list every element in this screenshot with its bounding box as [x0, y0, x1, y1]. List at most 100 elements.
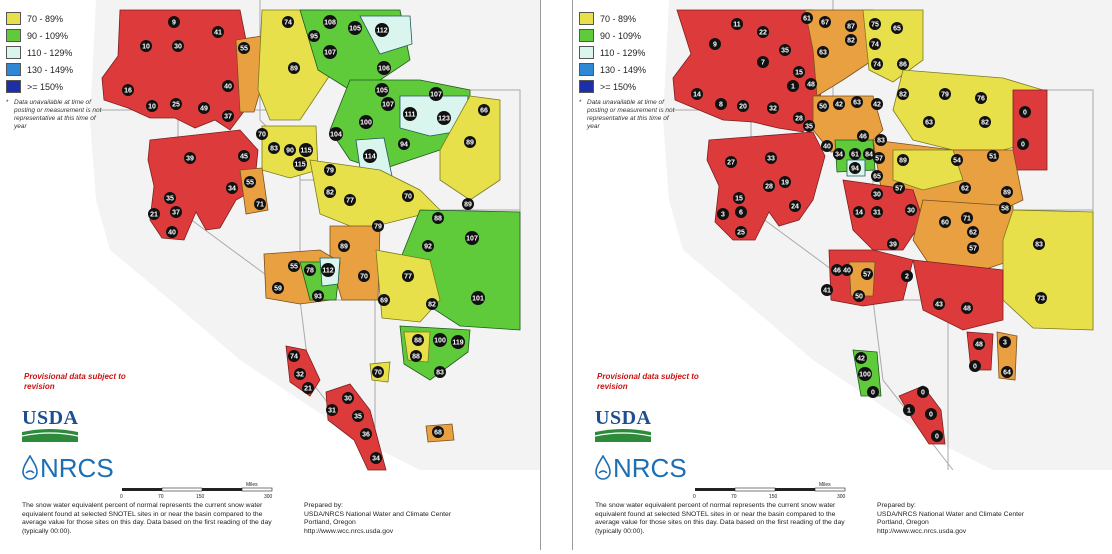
nrcs-logo-text: NRCS: [40, 453, 114, 483]
basin-label: 10: [140, 40, 152, 52]
basin-label-text: 19: [781, 179, 789, 186]
basin-label: 32: [767, 102, 779, 114]
basin-label: 107: [323, 45, 337, 59]
basin-label-badge: [1001, 186, 1013, 198]
basin-label: 105: [375, 83, 389, 97]
basin-label-badge: [170, 206, 182, 218]
basin-label-badge: [923, 116, 935, 128]
basin-label: 77: [402, 270, 414, 282]
basin-label: 100: [858, 367, 872, 381]
basin-label-text: 55: [240, 45, 248, 52]
basin-label-badge: [398, 138, 410, 150]
basin-label: 55: [238, 42, 250, 54]
basin-label-text: 61: [851, 151, 859, 158]
legend-note-text: Data unavailable at time of posting or m…: [587, 99, 675, 130]
basin-label-badge: [845, 20, 857, 32]
legend-item: 130 - 149%: [579, 61, 699, 78]
basin-label-text: 106: [378, 65, 390, 72]
basin-label: 79: [324, 164, 336, 176]
basin-label-badge: [359, 115, 373, 129]
scale-tick: 150: [769, 494, 778, 500]
basin-label-text: 104: [330, 131, 342, 138]
basin-label-text: 0: [871, 389, 875, 396]
basin-label-text: 71: [256, 201, 264, 208]
prepared-line: Portland, Oregon: [877, 519, 929, 526]
basin-label-text: 63: [853, 99, 861, 106]
basin-label-text: 67: [821, 19, 829, 26]
basin-label-badge: [763, 180, 775, 192]
basin-label: 40: [222, 80, 234, 92]
basin-label: 8: [715, 98, 727, 110]
basin-label: 71: [254, 198, 266, 210]
basin-label-text: 112: [376, 27, 387, 34]
scale-tick: 300: [837, 494, 846, 500]
legend-label: 90 - 109%: [27, 30, 69, 41]
basin-label: 40: [821, 140, 833, 152]
basin-label: 84: [863, 148, 875, 160]
basin-label: 89: [462, 198, 474, 210]
basin-label-text: 74: [290, 353, 298, 360]
basin-label-text: 89: [290, 65, 298, 72]
map-panel-right: 61 11 22 9 35 7 15 14 8 20 32 1 28 27 33 15 6 3 25 28 19 24 67…: [572, 0, 1112, 550]
basin-label-text: 49: [200, 105, 208, 112]
basin-label: 32: [294, 368, 306, 380]
basin-label-badge: [323, 45, 337, 59]
basin-label-badge: [717, 208, 729, 220]
map-panel-left: 9 41 10 30 55 16 10 25 49 40 37 39 45 34 35 37 21 40 74 108…: [0, 0, 541, 550]
basin-label-text: 0: [1021, 141, 1025, 148]
prepared-line: USDA/NRCS National Water and Climate Cen…: [877, 510, 1025, 518]
basin-label: 74: [869, 38, 881, 50]
basin-label-badge: [735, 206, 747, 218]
basin-label-badge: [869, 18, 881, 30]
basin-label-text: 42: [857, 355, 865, 362]
basin-label-badge: [897, 58, 909, 70]
basin-label: 15: [733, 192, 745, 204]
basin-label-text: 10: [142, 43, 150, 50]
basin-label: 63: [817, 46, 829, 58]
scale-tick: 0: [120, 494, 123, 500]
basin-label-badge: [867, 386, 879, 398]
basin-label-badge: [288, 350, 300, 362]
basin-label-text: 48: [963, 305, 971, 312]
basin-label-text: 1: [791, 83, 795, 90]
basin-label-text: 79: [941, 91, 949, 98]
basin-label-badge: [437, 111, 451, 125]
basin-label-text: 64: [1003, 369, 1011, 376]
basin-label-badge: [140, 40, 152, 52]
basin-label-text: 37: [224, 113, 232, 120]
basin-label-text: 50: [855, 293, 863, 300]
basin-label-badge: [725, 156, 737, 168]
basin-label-badge: [288, 260, 300, 272]
basin-label-text: 115: [294, 161, 305, 168]
basin-label: 40: [841, 264, 853, 276]
prepared-by: Prepared by: USDA/NRCS National Water an…: [304, 502, 524, 536]
usda-logo: USDA: [21, 408, 82, 447]
basin-label-badge: [925, 408, 937, 420]
basin-label: 114: [363, 149, 377, 163]
basin-label-badge: [789, 200, 801, 212]
basin-label-badge: [465, 231, 479, 245]
legend-swatch: [6, 12, 21, 25]
basin-label-text: 25: [172, 101, 180, 108]
basin-label: 89: [897, 154, 909, 166]
basin-label: 35: [352, 410, 364, 422]
basin-label-text: 57: [863, 271, 871, 278]
basin-label-badge: [372, 220, 384, 232]
basin-label: 31: [871, 206, 883, 218]
basin-label: 64: [1001, 366, 1013, 378]
basin-label-text: 39: [889, 241, 897, 248]
basin-label: 42: [833, 98, 845, 110]
basin-label-text: 40: [168, 229, 176, 236]
basin-label-badge: [324, 164, 336, 176]
basin-label: 46: [831, 264, 843, 276]
basin-label-badge: [372, 366, 384, 378]
scale-unit: Miles: [819, 482, 831, 488]
basin-label: 83: [268, 142, 280, 154]
basin-label: 25: [170, 98, 182, 110]
basin-label: 30: [342, 392, 354, 404]
legend-item: >= 150%: [579, 78, 699, 95]
basin-label-text: 41: [214, 29, 222, 36]
basin-label: 28: [763, 180, 775, 192]
basin-label: 74: [871, 58, 883, 70]
basin-label-text: 88: [412, 353, 420, 360]
